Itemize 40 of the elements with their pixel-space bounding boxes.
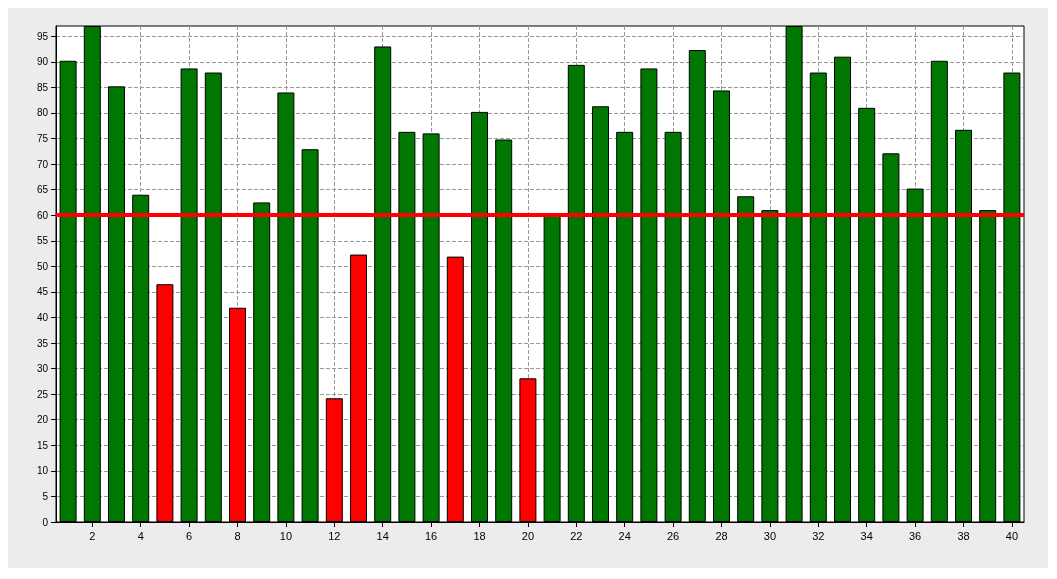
x-tick-label: 22 bbox=[570, 529, 583, 542]
y-tick-label: 5 bbox=[42, 490, 49, 502]
x-tick-label: 34 bbox=[860, 529, 873, 542]
y-tick-label: 30 bbox=[36, 363, 49, 375]
y-tick-label: 20 bbox=[36, 414, 49, 426]
x-tick-label: 20 bbox=[521, 529, 535, 542]
x-tick-label: 14 bbox=[376, 529, 389, 542]
y-tick-label: 25 bbox=[36, 388, 49, 400]
y-tick-label: 15 bbox=[36, 439, 49, 451]
y-tick-label: 45 bbox=[36, 286, 49, 298]
x-tick-label: 32 bbox=[812, 529, 825, 542]
x-tick-label: 10 bbox=[279, 529, 293, 542]
x-tick-label: 24 bbox=[618, 529, 631, 542]
x-tick-label: 36 bbox=[908, 529, 922, 542]
y-tick-label: 0 bbox=[42, 516, 49, 528]
y-tick-label: 60 bbox=[36, 209, 49, 221]
x-tick-label: 12 bbox=[328, 529, 341, 542]
x-tick-label: 16 bbox=[424, 529, 438, 542]
y-tick-label: 80 bbox=[36, 107, 49, 119]
x-tick-label: 28 bbox=[715, 529, 728, 542]
x-tick-label: 8 bbox=[234, 529, 241, 542]
x-tick-label: 2 bbox=[89, 529, 96, 542]
x-tick-label: 38 bbox=[957, 529, 970, 542]
y-tick-label: 65 bbox=[36, 184, 49, 196]
y-tick-label: 85 bbox=[36, 81, 49, 93]
y-tick-label: 70 bbox=[36, 158, 49, 170]
x-tick-label: 4 bbox=[137, 529, 144, 542]
x-tick-label: 30 bbox=[763, 529, 777, 542]
x-tick-label: 26 bbox=[666, 529, 680, 542]
y-tick-label: 95 bbox=[36, 30, 49, 42]
y-tick-label: 75 bbox=[36, 132, 49, 144]
x-tick-label: 6 bbox=[186, 529, 193, 542]
x-tick-label: 40 bbox=[1005, 529, 1019, 542]
x-tick-label: 18 bbox=[473, 529, 486, 542]
y-tick-label: 10 bbox=[36, 465, 49, 477]
y-tick-label: 35 bbox=[36, 337, 49, 349]
y-tick-label: 90 bbox=[36, 56, 49, 68]
y-tick-label: 50 bbox=[36, 260, 49, 272]
y-tick-label: 55 bbox=[36, 235, 49, 247]
y-tick-label: 40 bbox=[36, 311, 49, 323]
